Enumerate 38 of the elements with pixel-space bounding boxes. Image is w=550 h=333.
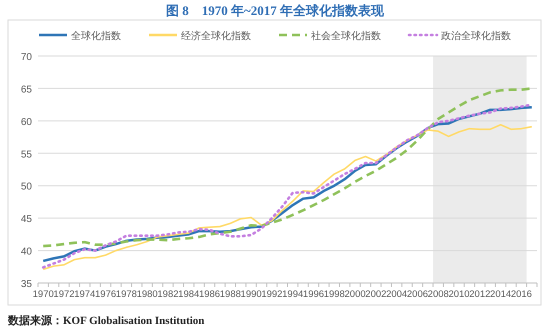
x-tick-label: 1998 [324, 289, 345, 300]
x-tick-label: 2014 [490, 289, 512, 300]
x-tick-label: 1990 [240, 289, 262, 300]
y-tick-label: 45 [20, 214, 32, 226]
x-tick-label: 1972 [53, 289, 75, 300]
x-tick-label: 1994 [282, 289, 304, 300]
y-tick-label: 65 [20, 84, 32, 96]
x-tick-label: 1980 [136, 289, 158, 300]
x-tick-label: 1976 [95, 289, 116, 300]
x-tick-label: 1978 [116, 289, 137, 300]
x-tick-label: 1984 [178, 289, 200, 300]
chart-title: 图 8 1970 年~2017 年全球化指数表现 [166, 3, 385, 18]
y-tick-label: 40 [20, 246, 32, 258]
y-tick-label: 50 [20, 182, 32, 193]
x-tick-label: 1988 [220, 289, 241, 300]
x-tick-label: 2002 [365, 289, 386, 300]
y-tick-label: 60 [20, 116, 32, 128]
x-tick-label: 2010 [448, 289, 470, 300]
x-tick-label: 2012 [469, 289, 490, 300]
legend-label: 经济全球化指数 [181, 30, 251, 42]
x-tick-label: 2016 [510, 289, 532, 300]
x-tick-label: 1970 [32, 289, 54, 300]
x-tick-label: 1992 [261, 289, 282, 300]
x-tick-label: 1996 [302, 289, 324, 300]
y-tick-label: 70 [20, 52, 32, 63]
legend-label: 政治全球化指数 [441, 30, 511, 42]
x-tick-label: 1982 [157, 289, 179, 300]
x-tick-label: 2006 [406, 289, 428, 300]
source-note: 数据来源：KOF Globalisation Institution [7, 314, 204, 327]
x-tick-label: 1974 [74, 289, 96, 300]
x-tick-label: 1986 [198, 289, 220, 300]
y-tick-label: 35 [20, 279, 32, 290]
x-tick-label: 2008 [428, 289, 449, 300]
y-tick-label: 55 [20, 149, 32, 160]
x-tick-label: 2000 [344, 289, 366, 300]
legend-label: 全球化指数 [71, 30, 121, 42]
x-tick-label: 2004 [386, 289, 408, 300]
legend-label: 社会全球化指数 [311, 30, 381, 42]
